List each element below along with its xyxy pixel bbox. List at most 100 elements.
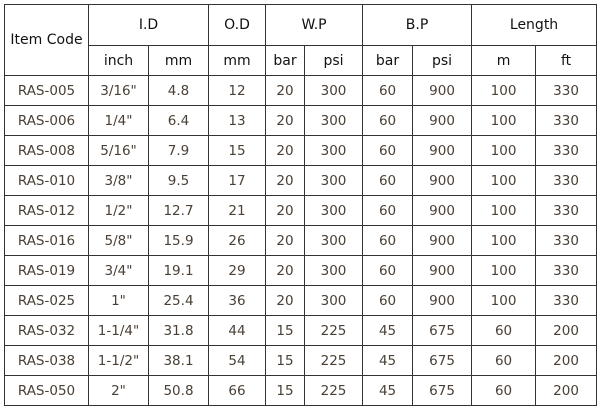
item-code-cell: RAS-005	[4, 75, 89, 106]
table-cell: 330	[535, 75, 598, 106]
table-row: RAS-025 1" 25.4 36 20 300 60 900 100 330	[4, 285, 598, 316]
header-length: Length	[471, 4, 598, 46]
table-cell: 900	[412, 285, 473, 316]
table-cell: 45	[362, 315, 414, 346]
table-cell: 7.9	[147, 135, 210, 166]
item-code-cell: RAS-038	[4, 345, 89, 376]
item-code-cell: RAS-006	[4, 105, 89, 136]
table-cell: 15	[208, 135, 267, 166]
table-cell: 21	[208, 195, 267, 226]
table-cell: 15	[265, 315, 306, 346]
table-cell: 12	[208, 75, 267, 106]
table-cell: 200	[535, 345, 598, 376]
table-cell: 60	[362, 165, 414, 196]
table-cell: 45	[362, 345, 414, 376]
table-cell: 330	[535, 195, 598, 226]
table-cell: 330	[535, 225, 598, 256]
table-row: RAS-016 5/8" 15.9 26 20 300 60 900 100 330	[4, 225, 598, 256]
header-od: O.D	[208, 4, 267, 46]
table-row: RAS-019 3/4" 19.1 29 20 300 60 900 100 330	[4, 255, 598, 286]
table-cell: 20	[265, 75, 306, 106]
table-cell: 3/16"	[88, 75, 149, 106]
table-row: RAS-010 3/8" 9.5 17 20 300 60 900 100 330	[4, 165, 598, 196]
table-cell: 675	[412, 345, 473, 376]
table-cell: 900	[412, 255, 473, 286]
header-row-units: inch mm mm bar psi bar psi m ft	[5, 45, 598, 76]
table-cell: 100	[471, 135, 537, 166]
table-cell: 25.4	[147, 285, 210, 316]
table-cell: 300	[304, 165, 364, 196]
table-cell: 60	[362, 105, 414, 136]
table-cell: 60	[471, 315, 537, 346]
item-code-cell: RAS-010	[4, 165, 89, 196]
table-cell: 330	[535, 255, 598, 286]
table-row: RAS-050 2" 50.8 66 15 225 45 675 60 200	[4, 375, 598, 406]
table-cell: 44	[208, 315, 267, 346]
table-cell: 20	[265, 195, 306, 226]
table-cell: 300	[304, 195, 364, 226]
table-cell: 5/8"	[88, 225, 149, 256]
table-cell: 20	[265, 285, 306, 316]
header-item-code: Item Code	[4, 4, 89, 76]
header-id: I.D	[87, 4, 210, 46]
table-cell: 29	[208, 255, 267, 286]
table-cell: 675	[412, 315, 473, 346]
header-unit: mm	[147, 45, 210, 76]
table-cell: 26	[208, 225, 267, 256]
table-cell: 100	[471, 285, 537, 316]
table-cell: 38.1	[147, 345, 210, 376]
table-cell: 300	[304, 255, 364, 286]
item-code-cell: RAS-019	[4, 255, 89, 286]
table-cell: 60	[471, 375, 537, 406]
header-unit: bar	[362, 45, 414, 76]
table-cell: 900	[412, 165, 473, 196]
table-cell: 13	[208, 105, 267, 136]
table-cell: 225	[304, 345, 364, 376]
item-code-cell: RAS-016	[4, 225, 89, 256]
table-cell: 225	[304, 315, 364, 346]
header-bp: B.P	[362, 4, 473, 46]
table-cell: 300	[304, 135, 364, 166]
table-cell: 1"	[88, 285, 149, 316]
table-cell: 330	[535, 285, 598, 316]
table-cell: 675	[412, 375, 473, 406]
table-cell: 31.8	[147, 315, 210, 346]
table-cell: 300	[304, 285, 364, 316]
table-cell: 20	[265, 255, 306, 286]
table-cell: 20	[265, 105, 306, 136]
table-cell: 6.4	[147, 105, 210, 136]
header-unit: psi	[304, 45, 364, 76]
table-cell: 5/16"	[88, 135, 149, 166]
header-unit: m	[471, 45, 537, 76]
table-cell: 300	[304, 105, 364, 136]
table-cell: 45	[362, 375, 414, 406]
table-cell: 60	[362, 285, 414, 316]
table-cell: 300	[304, 75, 364, 106]
table-cell: 2"	[88, 375, 149, 406]
table-cell: 900	[412, 135, 473, 166]
table-cell: 330	[535, 165, 598, 196]
header-unit: bar	[265, 45, 306, 76]
table-row: RAS-038 1-1/2" 38.1 54 15 225 45 675 60 200	[4, 345, 598, 376]
table-row: RAS-006 1/4" 6.4 13 20 300 60 900 100 330	[4, 105, 598, 136]
table-cell: 200	[535, 375, 598, 406]
table-cell: 60	[362, 135, 414, 166]
table-cell: 60	[471, 345, 537, 376]
table-cell: 3/4"	[88, 255, 149, 286]
item-code-cell: RAS-050	[4, 375, 89, 406]
table-cell: 20	[265, 165, 306, 196]
table-cell: 4.8	[147, 75, 210, 106]
table-cell: 54	[208, 345, 267, 376]
table-cell: 225	[304, 375, 364, 406]
table-cell: 60	[362, 75, 414, 106]
table-cell: 1-1/4"	[88, 315, 149, 346]
table-cell: 60	[362, 255, 414, 286]
header-unit: inch	[88, 45, 149, 76]
table-cell: 19.1	[147, 255, 210, 286]
table-cell: 15	[265, 375, 306, 406]
table-cell: 900	[412, 225, 473, 256]
table-cell: 100	[471, 195, 537, 226]
table-cell: 60	[362, 225, 414, 256]
table-cell: 100	[471, 255, 537, 286]
table-cell: 100	[471, 225, 537, 256]
